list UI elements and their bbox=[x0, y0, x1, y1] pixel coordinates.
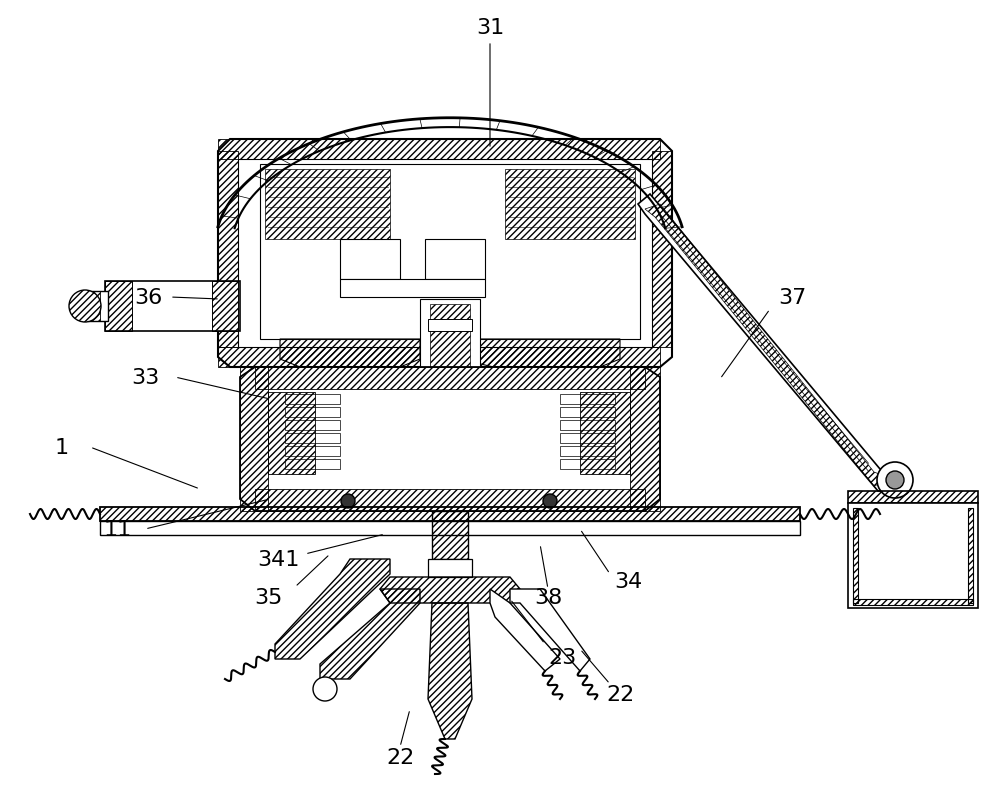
Polygon shape bbox=[638, 195, 905, 492]
Bar bbox=[848, 492, 978, 504]
Polygon shape bbox=[510, 589, 590, 671]
Bar bbox=[290, 371, 410, 391]
Bar bbox=[428, 320, 472, 331]
Circle shape bbox=[543, 494, 557, 508]
Bar bbox=[285, 447, 340, 456]
Bar bbox=[238, 160, 652, 347]
Text: 37: 37 bbox=[778, 288, 806, 308]
Circle shape bbox=[886, 472, 904, 489]
Circle shape bbox=[341, 494, 355, 508]
Circle shape bbox=[69, 290, 101, 322]
Bar bbox=[428, 419, 472, 431]
Polygon shape bbox=[490, 589, 560, 671]
Bar bbox=[285, 395, 340, 404]
Text: 36: 36 bbox=[134, 288, 162, 308]
Text: 1: 1 bbox=[55, 437, 69, 457]
Polygon shape bbox=[218, 140, 672, 367]
Bar bbox=[470, 371, 590, 391]
Bar bbox=[340, 280, 485, 298]
Polygon shape bbox=[260, 164, 640, 339]
Bar bbox=[428, 370, 472, 382]
Bar bbox=[105, 282, 240, 331]
Bar bbox=[340, 240, 400, 280]
Bar bbox=[285, 433, 340, 444]
Text: 22: 22 bbox=[386, 747, 414, 767]
Bar bbox=[560, 407, 615, 418]
Bar bbox=[428, 469, 472, 481]
Bar bbox=[560, 433, 615, 444]
Polygon shape bbox=[240, 367, 660, 512]
Bar bbox=[560, 447, 615, 456]
Bar bbox=[853, 599, 973, 606]
Bar bbox=[968, 508, 973, 603]
Bar bbox=[428, 559, 472, 577]
Text: 34: 34 bbox=[614, 571, 642, 591]
Text: 35: 35 bbox=[254, 587, 282, 607]
Text: 33: 33 bbox=[131, 367, 159, 387]
Bar bbox=[100, 521, 800, 535]
Text: 38: 38 bbox=[534, 587, 562, 607]
Bar bbox=[420, 300, 480, 500]
Bar bbox=[285, 460, 340, 469]
Text: 31: 31 bbox=[476, 18, 504, 38]
Bar bbox=[560, 395, 615, 404]
Bar bbox=[853, 508, 858, 603]
Circle shape bbox=[877, 463, 913, 498]
Bar bbox=[848, 504, 978, 608]
Text: 22: 22 bbox=[606, 684, 634, 704]
Text: 23: 23 bbox=[548, 647, 576, 667]
Bar bbox=[285, 420, 340, 431]
Text: 341: 341 bbox=[257, 549, 299, 569]
Text: 11: 11 bbox=[104, 520, 132, 539]
Bar bbox=[560, 460, 615, 469]
Bar bbox=[425, 240, 485, 280]
Circle shape bbox=[313, 677, 337, 701]
Bar bbox=[560, 420, 615, 431]
Bar bbox=[88, 292, 108, 322]
Bar bbox=[285, 407, 340, 418]
